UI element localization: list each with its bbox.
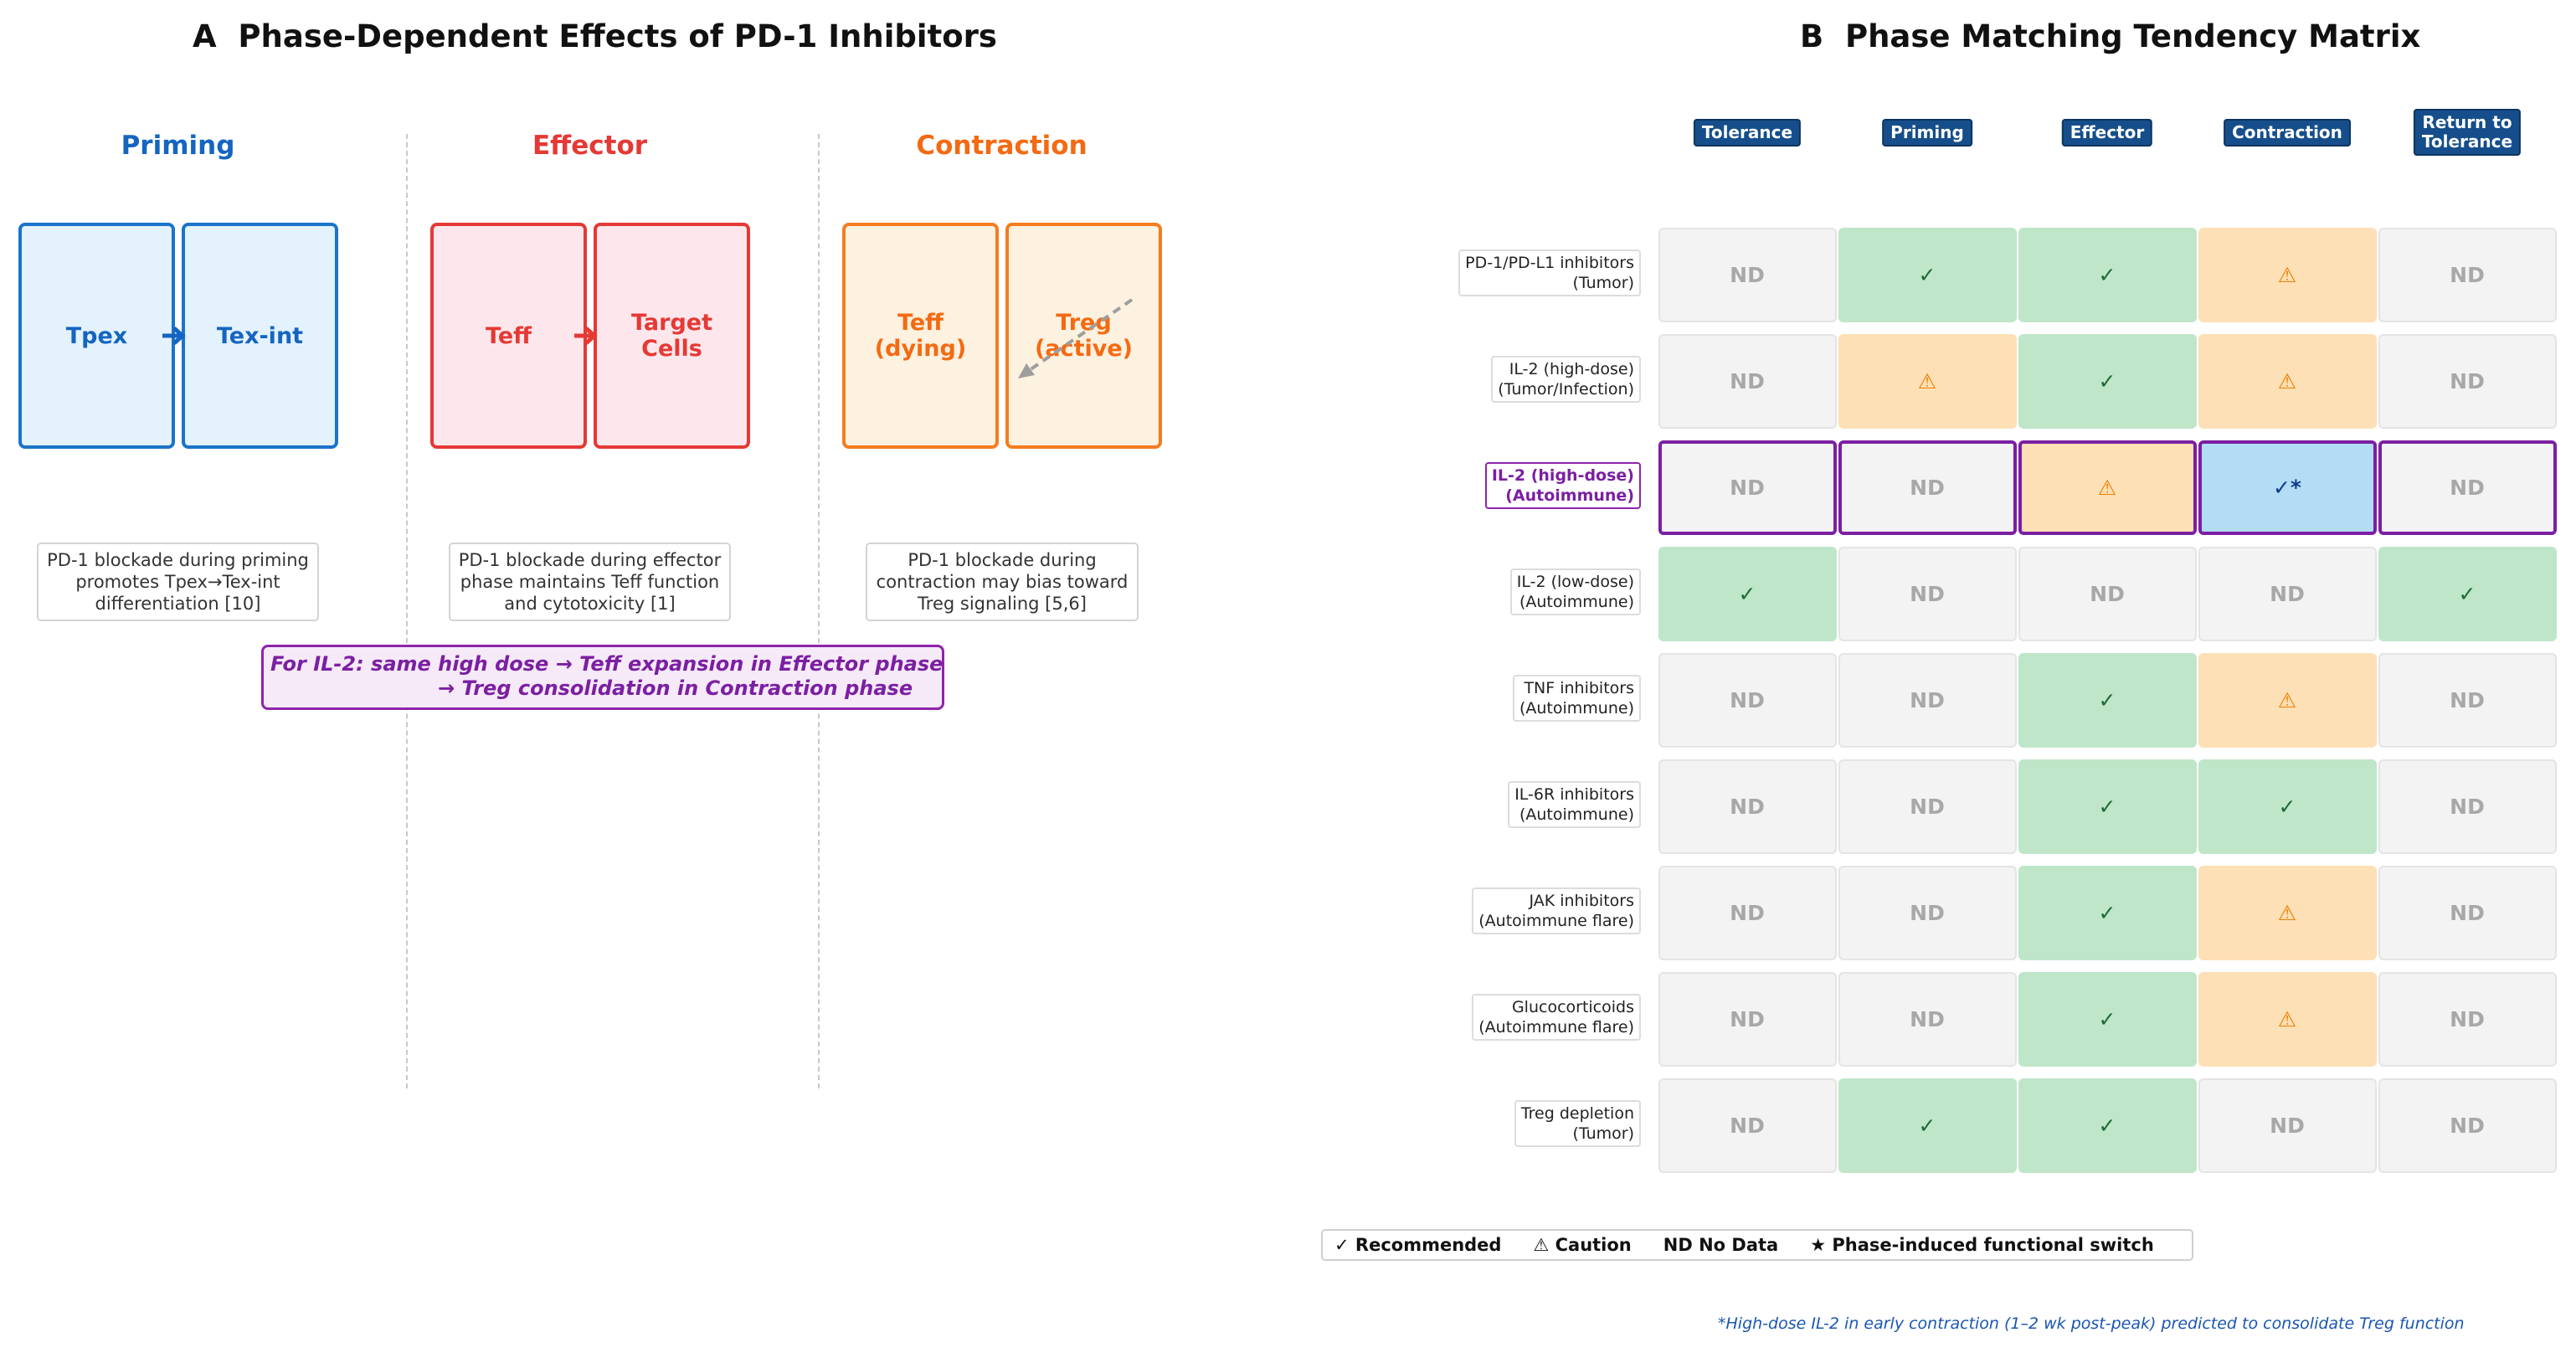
matrix-cell: ND <box>2378 653 2557 748</box>
matrix-cell: ND <box>2378 334 2557 429</box>
matrix-cell: ⚠ <box>2018 440 2197 535</box>
panel-a-title: A Phase-Dependent Effects of PD-1 Inhibi… <box>193 18 997 54</box>
matrix-cell: ND <box>2198 1078 2377 1173</box>
matrix-cell: ✓ <box>2198 759 2377 854</box>
panel-b-title: B Phase Matching Tendency Matrix <box>1800 18 2421 54</box>
matrix-cell: ND <box>1658 759 1837 854</box>
matrix-cell: ⚠ <box>2198 866 2377 960</box>
matrix-cell: ND <box>1658 440 1837 535</box>
legend-functional-switch: ★ Phase-induced functional switch <box>1810 1235 2154 1255</box>
matrix-cell: ND <box>1658 972 1837 1067</box>
il2-note-line-2: → Treg consolidation in Contraction phas… <box>438 676 913 700</box>
matrix-cell: ND <box>2018 547 2197 641</box>
matrix-cell: ✓ <box>2018 759 2197 854</box>
row-label: Treg depletion (Tumor) <box>1514 1100 1641 1147</box>
teff-dying-label: Teff (dying) <box>874 310 967 362</box>
matrix-cell: ⚠ <box>2198 334 2377 429</box>
matrix-cell: ND <box>1658 334 1837 429</box>
il2-note-line-1: For IL-2: same high dose → Teff expansio… <box>270 652 944 676</box>
matrix-cell: ND <box>1838 653 2017 748</box>
matrix-cell: ND <box>1838 972 2017 1067</box>
contraction-note: PD-1 blockade during contraction may bia… <box>866 543 1139 621</box>
treg-active-box: Treg (active) <box>1005 223 1162 449</box>
legend-no-data: ND No Data <box>1663 1235 1779 1255</box>
matrix-cell: ND <box>2378 972 2557 1067</box>
matrix-cell: ✓ <box>2018 228 2197 322</box>
phase-divider <box>406 134 408 1088</box>
matrix-cell: ND <box>2378 866 2557 960</box>
matrix-cell: ✓ <box>2018 334 2197 429</box>
tex-int-box: Tex-int <box>182 223 338 449</box>
matrix-cell: ND <box>1838 759 2017 854</box>
column-header: Tolerance <box>1693 119 1802 147</box>
phase-title-contraction: Contraction <box>916 131 1087 161</box>
matrix-cell: ✓* <box>2198 440 2377 535</box>
matrix-cell: ✓ <box>1838 1078 2017 1173</box>
matrix-footnote: *High-dose IL-2 in early contraction (1–… <box>1718 1314 2465 1333</box>
target-cells-box: Target Cells <box>594 223 750 449</box>
row-label: Glucocorticoids (Autoimmune flare) <box>1472 994 1641 1041</box>
row-label: PD-1/PD-L1 inhibitors (Tumor) <box>1458 249 1641 296</box>
arrow-right-icon <box>162 327 186 345</box>
row-label: IL-2 (high-dose) (Tumor/Infection) <box>1491 356 1641 403</box>
matrix-cell: ✓ <box>2018 866 2197 960</box>
row-label: JAK inhibitors (Autoimmune flare) <box>1472 887 1641 934</box>
matrix-cell: ⚠ <box>2198 228 2377 322</box>
matrix-cell: ND <box>2378 1078 2557 1173</box>
matrix-cell: ✓ <box>1658 547 1837 641</box>
effector-note: PD-1 blockade during effector phase main… <box>449 543 731 621</box>
phase-title-priming: Priming <box>121 131 235 161</box>
row-label: IL-2 (high-dose) (Autoimmune) <box>1484 462 1641 509</box>
matrix-cell: ✓ <box>2018 972 2197 1067</box>
matrix-cell: ND <box>1838 547 2017 641</box>
effector-note-text: PD-1 blockade during effector phase main… <box>458 550 722 614</box>
matrix-cell: ND <box>1658 653 1837 748</box>
contraction-note-text: PD-1 blockade during contraction may bia… <box>876 550 1129 614</box>
matrix-cell: ⚠ <box>2198 972 2377 1067</box>
phase-divider <box>818 134 820 1088</box>
target-cells-label: Target Cells <box>630 310 713 362</box>
priming-note: PD-1 blockade during priming promotes Tp… <box>37 543 319 621</box>
matrix-cell: ⚠ <box>2198 653 2377 748</box>
arrow-right-icon <box>574 327 598 345</box>
legend-caution: ⚠ Caution <box>1533 1235 1632 1255</box>
column-header: Priming <box>1882 119 1972 147</box>
matrix-cell: ⚠ <box>1838 334 2017 429</box>
row-label: IL-6R inhibitors (Autoimmune) <box>1508 781 1641 828</box>
matrix-cell: ND <box>2198 547 2377 641</box>
dashed-arrow-icon <box>1018 298 1134 378</box>
matrix-cell: ND <box>1838 866 2017 960</box>
matrix-cell: ND <box>2378 228 2557 322</box>
matrix-cell: ✓ <box>2378 547 2557 641</box>
column-header: Effector <box>2061 119 2153 147</box>
matrix-cell: ✓ <box>1838 228 2017 322</box>
phase-title-effector: Effector <box>532 131 648 161</box>
matrix-cell: ND <box>2378 759 2557 854</box>
legend-recommended: ✓ Recommended <box>1334 1235 1502 1255</box>
matrix-cell: ND <box>1658 228 1837 322</box>
priming-note-text: PD-1 blockade during priming promotes Tp… <box>47 550 309 614</box>
matrix-cell: ✓ <box>2018 653 2197 748</box>
matrix-cell: ND <box>1658 1078 1837 1173</box>
row-label: IL-2 (low-dose) (Autoimmune) <box>1509 568 1641 615</box>
matrix-cell: ND <box>1838 440 2017 535</box>
teff-dying-box: Teff (dying) <box>842 223 999 449</box>
matrix-cell: ND <box>2378 440 2557 535</box>
column-header: Return to Tolerance <box>2413 109 2522 156</box>
matrix-cell: ✓ <box>2018 1078 2197 1173</box>
tpex-box: Tpex <box>18 223 175 449</box>
matrix-cell: ND <box>1658 866 1837 960</box>
il2-dose-note: For IL-2: same high dose → Teff expansio… <box>261 645 944 710</box>
matrix-legend: ✓ Recommended ⚠ Caution ND No Data ★ Pha… <box>1321 1229 2193 1261</box>
column-header: Contraction <box>2224 119 2351 147</box>
teff-box: Teff <box>430 223 587 449</box>
row-label: TNF inhibitors (Autoimmune) <box>1512 675 1641 722</box>
